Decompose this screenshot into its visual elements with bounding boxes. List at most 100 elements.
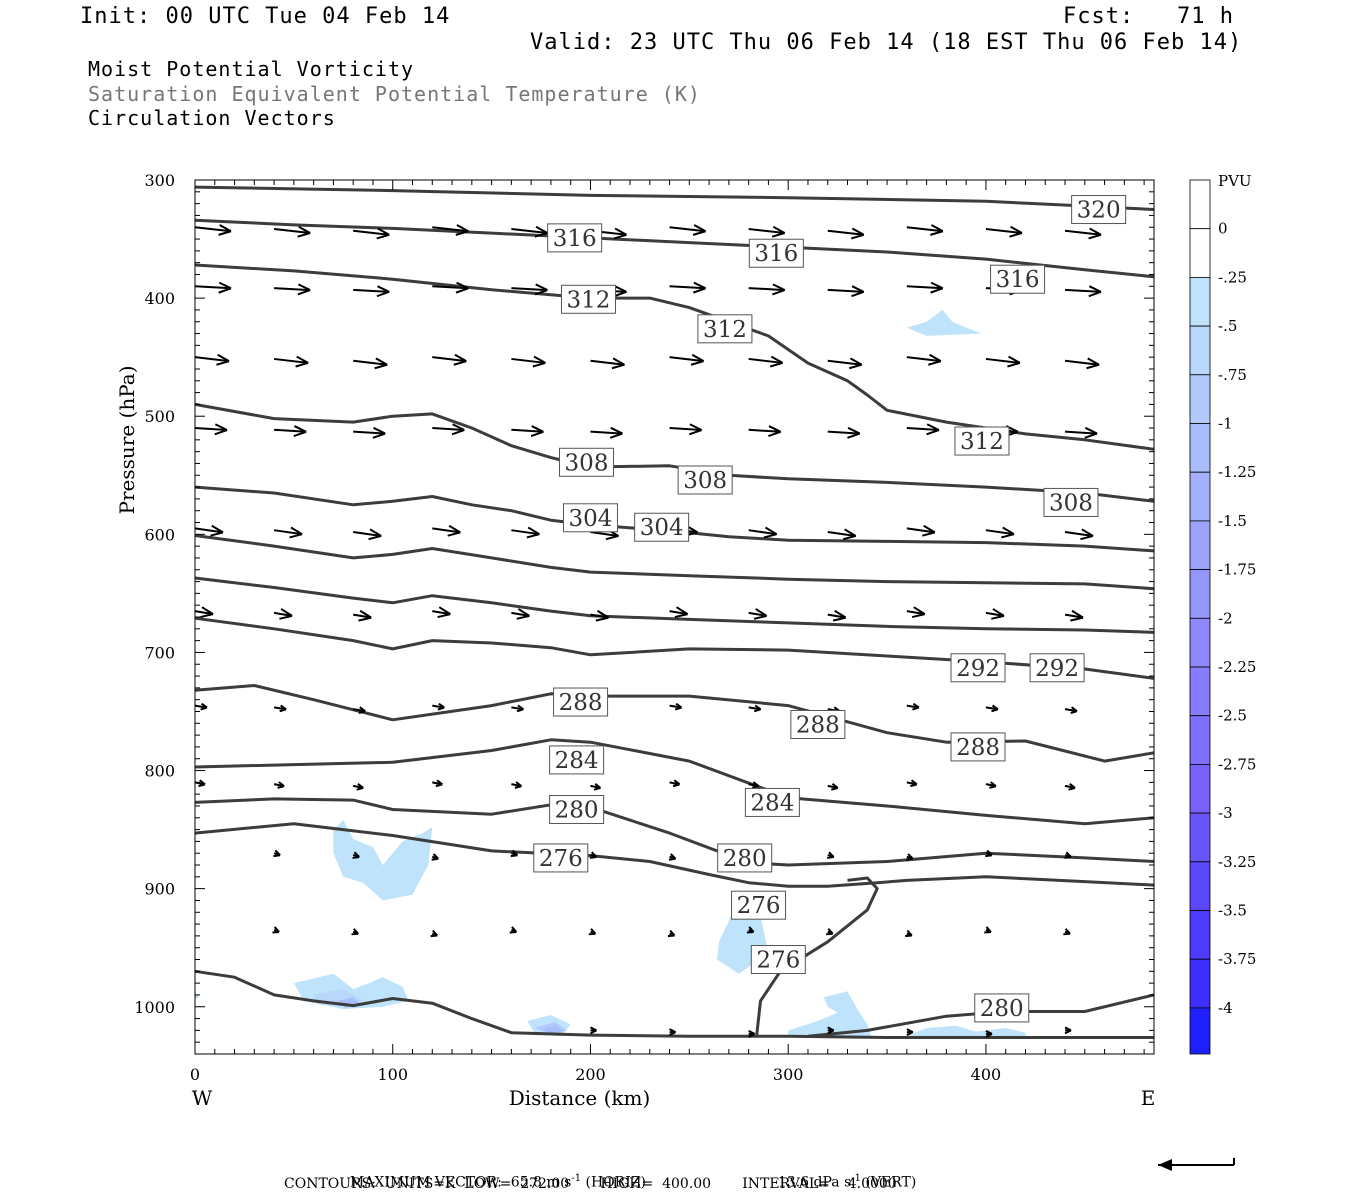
y-axis-label: Pressure (hPa) bbox=[115, 366, 139, 515]
vector-head bbox=[289, 526, 303, 539]
vector-shaft bbox=[827, 359, 862, 366]
vector-head bbox=[672, 779, 681, 788]
circulation-vector bbox=[825, 928, 834, 936]
pv-shading-layer bbox=[195, 309, 1026, 1037]
colorbar-level-label: -3.25 bbox=[1218, 853, 1256, 871]
vector-shaft bbox=[906, 356, 941, 363]
circulation-vector bbox=[352, 782, 364, 791]
circulation-vector bbox=[1064, 1026, 1072, 1035]
circulation-vector bbox=[432, 423, 465, 436]
vector-shaft bbox=[827, 229, 864, 236]
vector-head bbox=[351, 928, 359, 936]
circulation-vector bbox=[1063, 928, 1071, 936]
max-vector-vert-label: 13.6 dPa s-1 (VERT) bbox=[769, 1157, 916, 1191]
plot-frame bbox=[194, 179, 1155, 1055]
circulation-vector bbox=[906, 606, 926, 619]
vector-head bbox=[989, 781, 997, 789]
circulation-vector bbox=[511, 355, 546, 368]
contour-label-text: 304 bbox=[569, 506, 613, 532]
pv-region-1 bbox=[333, 820, 433, 901]
colorbar-bin bbox=[1189, 958, 1211, 1009]
vector-shaft bbox=[1064, 613, 1084, 619]
colorbar-bin bbox=[1189, 471, 1211, 522]
vector-head bbox=[376, 227, 390, 240]
vector-head bbox=[1088, 227, 1102, 240]
vector-head bbox=[437, 606, 451, 619]
vector-head bbox=[692, 281, 706, 294]
circulation-vector bbox=[1064, 528, 1094, 541]
vector-shaft bbox=[1064, 288, 1102, 293]
vector-head bbox=[1064, 851, 1072, 859]
reference-vector-arrow-icon bbox=[1158, 1158, 1235, 1171]
field-circulation-vectors: Circulation Vectors bbox=[88, 106, 336, 130]
vector-head bbox=[1070, 706, 1078, 715]
vector-shaft bbox=[511, 228, 548, 235]
circulation-vector bbox=[432, 224, 469, 236]
vector-shaft bbox=[511, 428, 544, 433]
circulation-vector bbox=[906, 702, 920, 711]
circulation-vector bbox=[985, 1030, 993, 1038]
vector-shaft bbox=[985, 228, 1023, 235]
circulation-vector bbox=[588, 928, 597, 936]
vector-head bbox=[613, 227, 627, 240]
circulation-vector bbox=[351, 928, 359, 936]
circulation-vector bbox=[826, 851, 835, 859]
contour-label-text: 308 bbox=[1049, 490, 1093, 516]
contour-label-text: 284 bbox=[750, 790, 794, 816]
vector-head bbox=[516, 704, 524, 713]
circulation-vector bbox=[1064, 357, 1100, 370]
circulation-vector bbox=[590, 782, 602, 791]
circulation-vector bbox=[273, 225, 311, 238]
circulation-vector bbox=[906, 853, 914, 861]
circulation-vector bbox=[1064, 227, 1102, 240]
contour-info: CONTOURS: UNITS=K LOW= 272.00 HIGH= 400.… bbox=[284, 1176, 897, 1192]
vector-shaft bbox=[1064, 430, 1098, 435]
circulation-vector bbox=[430, 929, 439, 938]
x-axis-label: Distance (km) bbox=[509, 1086, 651, 1110]
vector-shaft bbox=[985, 529, 1015, 536]
circulation-vector bbox=[511, 608, 530, 620]
max-vector-label: MAXIMUM VECTOR: 65.8 m s-1 (HORIZ) bbox=[341, 1157, 646, 1191]
pv-region-8 bbox=[543, 1025, 563, 1034]
circulation-vector bbox=[748, 704, 762, 713]
circulation-vector bbox=[273, 704, 287, 713]
vector-head bbox=[910, 779, 918, 788]
contour-label-box bbox=[717, 843, 773, 873]
circulation-vector bbox=[1064, 426, 1098, 439]
vector-shaft bbox=[669, 226, 706, 233]
circulation-vector bbox=[669, 779, 681, 788]
vector-shaft bbox=[748, 287, 785, 292]
vector-shaft bbox=[353, 229, 390, 236]
contour-label-288: 288 bbox=[553, 687, 609, 717]
circulation-vector bbox=[748, 526, 778, 539]
pv-region-0 bbox=[906, 309, 982, 336]
circulation-vector bbox=[748, 608, 768, 620]
contour-label-text: 312 bbox=[703, 317, 747, 343]
x-tick-label: 300 bbox=[773, 1065, 804, 1084]
vector-head bbox=[611, 357, 625, 370]
circulation-vector bbox=[746, 926, 755, 934]
vector-head bbox=[1063, 928, 1071, 936]
circulation-vector bbox=[669, 224, 707, 236]
vector-head bbox=[279, 608, 293, 620]
colorbar-bin bbox=[1189, 1007, 1211, 1055]
vector-shaft bbox=[590, 359, 625, 366]
vector-shaft bbox=[985, 611, 1005, 617]
contour-label-box bbox=[559, 447, 615, 477]
vector-head bbox=[514, 781, 522, 789]
contour-label-box bbox=[549, 745, 605, 775]
vector-head bbox=[985, 849, 993, 858]
vector-head bbox=[674, 702, 683, 711]
vector-head bbox=[613, 285, 627, 298]
vector-head bbox=[991, 608, 1005, 620]
contour-label-text: 288 bbox=[796, 712, 840, 738]
vector-head bbox=[753, 608, 768, 620]
vector-shaft bbox=[669, 610, 688, 616]
contour-label-308: 308 bbox=[1043, 487, 1099, 517]
vector-shaft bbox=[827, 613, 846, 619]
contour-label-box bbox=[750, 945, 806, 975]
contour-label-text: 308 bbox=[565, 450, 609, 476]
circulation-vector bbox=[590, 357, 625, 370]
circulation-vector bbox=[194, 606, 214, 619]
